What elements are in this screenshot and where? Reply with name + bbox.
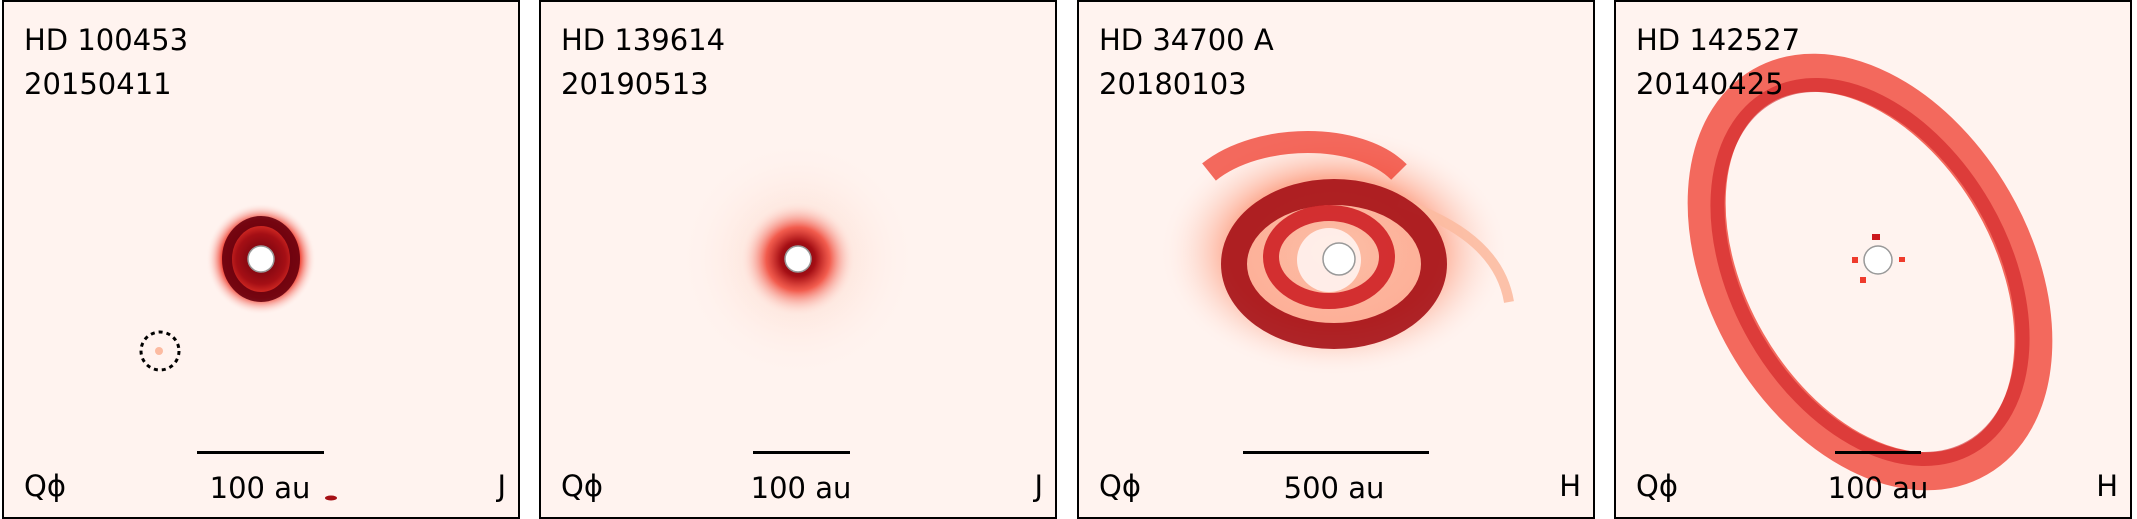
observation-date: 20150411 [24,67,172,101]
disk-image [1159,127,1514,377]
companion-marker [139,330,181,372]
coronagraph-mask [1322,242,1356,276]
scale-bar [197,451,324,454]
star-name: HD 100453 [24,23,189,57]
star-name: HD 34700 A [1099,23,1274,57]
scale-bar [1243,451,1429,454]
quantity-label: Qϕ [561,469,603,503]
star-name: HD 142527 [1636,23,1801,57]
disk-image [678,139,918,379]
panel-hd142527: HD 142527 20140425 Qϕ 100 au H [1614,0,2132,519]
scale-bar [753,451,850,454]
scale-label: 100 au [750,471,852,505]
coronagraph-mask [784,245,812,273]
quantity-label: Qϕ [1636,469,1678,503]
scale-label: 100 au [209,471,311,505]
band-label: H [2096,469,2118,503]
panel-hd139614: HD 139614 20190513 Qϕ 100 au J [539,0,1057,519]
quantity-label: Qϕ [24,469,66,503]
observation-date: 20190513 [561,67,709,101]
scale-bar [1835,451,1921,454]
coronagraph-mask [247,245,275,273]
band-label: J [497,469,506,503]
disk-image [1687,53,2053,491]
coronagraph-mask [1863,245,1893,275]
band-label: H [1559,469,1581,503]
band-label: J [1034,469,1043,503]
observation-date: 20140425 [1636,67,1784,101]
scale-label: 100 au [1827,471,1929,505]
panel-hd100453: HD 100453 20150411 Qϕ 100 au J [2,0,520,519]
scale-label: 500 au [1283,471,1385,505]
panel-hd34700a: HD 34700 A 20180103 Qϕ 500 au H [1077,0,1595,519]
observation-date: 20180103 [1099,67,1247,101]
star-name: HD 139614 [561,23,726,57]
disk-image [139,203,337,501]
quantity-label: Qϕ [1099,469,1141,503]
